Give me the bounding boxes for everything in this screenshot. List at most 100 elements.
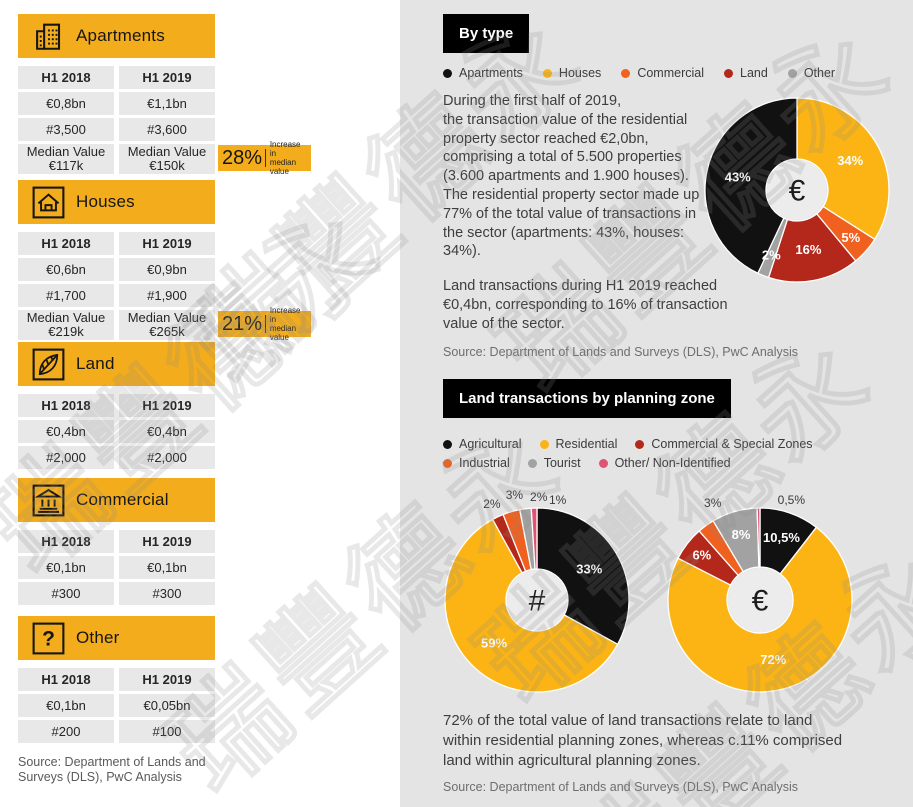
by-type-legend: Apartments Houses Commercial Land Other [443, 66, 835, 80]
slice-houses [796, 97, 890, 241]
apartments-icon [36, 23, 61, 50]
question-icon: ? [32, 622, 65, 654]
section-title: Apartments [76, 26, 165, 45]
table-cell: Median Value €117k [18, 144, 114, 174]
table-cell: #1,700 [18, 284, 114, 307]
legend-dot-icon [539, 439, 549, 449]
slice-label: 43% [725, 169, 751, 184]
table-cell: #3,600 [119, 118, 215, 141]
table-header-cell: H1 2019 [119, 394, 215, 417]
badge-caption: Increase in median value [269, 306, 301, 342]
section-table-houses: H1 2018 H1 2019 €0,6bn €0,9bn #1,700 #1,900 Me… [18, 232, 215, 340]
legend-item-agricultural: Agricultural [443, 437, 522, 451]
section-title: Other [76, 628, 120, 647]
slice-label: 59% [481, 635, 507, 650]
legend-label: Residential [555, 437, 618, 451]
slice-residential [444, 518, 619, 693]
legend-label: Apartments [459, 66, 523, 80]
slice-label: 1% [549, 493, 567, 507]
table-cell: #200 [18, 720, 114, 743]
slice-residential [667, 526, 853, 693]
table-cell: Median Value €219k [18, 310, 114, 340]
donut-hole [767, 160, 827, 220]
by-type-pie-chart: €34% 5% 16% 2% 43% [704, 97, 890, 283]
legend-item-industrial: Industrial [443, 456, 510, 470]
table-cell: €0,9bn [119, 258, 215, 281]
table-cell: #300 [119, 582, 215, 605]
table-cell: #2,000 [119, 446, 215, 469]
legend-item-apartments: Apartments [443, 66, 523, 80]
section-title: Land [76, 354, 115, 373]
section-banner-houses: Houses [18, 180, 215, 224]
section-table-land: H1 2018 H1 2019 €0,4bn €0,4bn #2,000 #2,000 [18, 394, 215, 469]
slice-label: 2% [762, 248, 781, 263]
badge-divider [265, 149, 266, 167]
planning-zone-legend: Agricultural Residential Commercial & Spec… [443, 437, 813, 470]
table-cell: €0,1bn [18, 694, 114, 717]
legend-row: Industrial Tourist Other/ Non-Identified [443, 456, 813, 470]
increase-badge-houses: 21% Increase in median value [218, 306, 311, 342]
section-table-apartments: H1 2018 H1 2019 €0,8bn €1,1bn #3,500 #3,600 Me… [18, 66, 215, 174]
slice-label: 5% [841, 230, 860, 245]
by-type-paragraph-2: Land transactions during H1 2019 reached… [443, 278, 728, 332]
legend-label: Commercial & Special Zones [651, 437, 813, 451]
legend-label: Houses [558, 66, 602, 80]
legend-dot-icon [598, 458, 608, 468]
slice-other-non-identified [530, 507, 538, 570]
slice-label: 3% [704, 496, 722, 510]
table-header-cell: H1 2019 [119, 232, 215, 255]
slice-land [767, 212, 857, 283]
section-apartments: Apartments H1 2018 H1 2019 €0,8bn €1,1bn #3,5… [18, 14, 311, 176]
section-other: ? Other H1 2018 H1 2019 €0,1bn €0,05bn #200 #10… [18, 616, 215, 743]
slice-label: 34% [837, 153, 863, 168]
legend-item-tourist: Tourist [527, 456, 581, 470]
bank-icon [32, 484, 65, 516]
table-header-cell: H1 2019 [119, 530, 215, 553]
section-title: Commercial [76, 490, 169, 509]
slice-apartments [704, 97, 798, 275]
slice-agricultural [536, 507, 630, 646]
donut-hole [507, 570, 567, 630]
legend-label: Other/ Non-Identified [614, 456, 731, 470]
slice-label: 2% [530, 490, 548, 504]
table-cell: #100 [119, 720, 215, 743]
left-source-note: Source: Department of Lands and Surveys … [18, 755, 206, 784]
left-panel: Apartments H1 2018 H1 2019 €0,8bn €1,1bn #3,5… [0, 0, 400, 807]
legend-dot-icon [527, 458, 537, 468]
right-panel: By type Apartments Houses Commercial Land Ot… [400, 0, 913, 807]
section-houses: Houses H1 2018 H1 2019 €0,6bn €0,9bn #1,700 #1… [18, 180, 311, 342]
table-header-cell: H1 2018 [18, 66, 114, 89]
badge-value: 28% [222, 146, 263, 169]
badge-divider [265, 315, 266, 333]
legend-item-land: Land [724, 66, 768, 80]
legend-dot-icon [542, 68, 552, 78]
table-header-cell: H1 2019 [119, 668, 215, 691]
house-icon [32, 186, 65, 218]
donut-center-symbol: # [529, 585, 546, 618]
table-cell: €0,05bn [119, 694, 215, 717]
table-cell: €0,6bn [18, 258, 114, 281]
section-commercial: Commercial H1 2018 H1 2019 €0,1bn €0,1bn #300… [18, 478, 215, 605]
badge-value: 21% [222, 312, 263, 335]
table-cell: #3,500 [18, 118, 114, 141]
by-type-header: By type [443, 14, 530, 53]
legend-item-other-non-identified: Other/ Non-Identified [598, 456, 731, 470]
section-banner-commercial: Commercial [18, 478, 215, 522]
slice-label: 0,5% [778, 493, 806, 507]
table-header-cell: H1 2018 [18, 394, 114, 417]
table-cell: Median Value €150k [119, 144, 215, 174]
slice-label: 10,5% [763, 530, 800, 545]
legend-label: Land [740, 66, 768, 80]
leaf-icon [32, 348, 65, 380]
increase-badge-apartments: 28% Increase in median value [218, 140, 311, 176]
table-cell: €1,1bn [119, 92, 215, 115]
legend-label: Commercial [637, 66, 704, 80]
by-type-paragraph-1: During the first half of 2019, the trans… [443, 93, 700, 260]
planning-zone-header: Land transactions by planning zone [443, 379, 731, 418]
slice-label: 72% [760, 652, 786, 667]
section-title: Houses [76, 192, 135, 211]
slice-label: 3% [506, 488, 524, 502]
slice-label: 6% [692, 547, 711, 562]
svg-text:?: ? [42, 627, 55, 650]
